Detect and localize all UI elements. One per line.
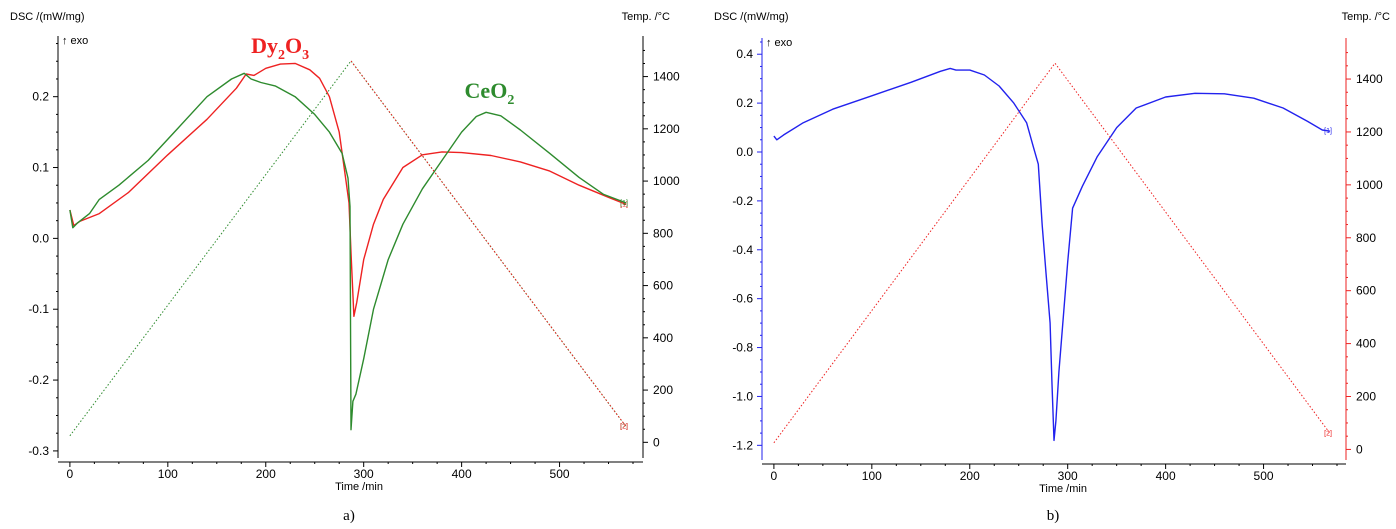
series-end-marker: [1] — [620, 201, 628, 208]
x-axis-title: Time /min — [335, 481, 383, 493]
temperature-series-line — [69, 60, 627, 437]
y-tick-label: -0.4 — [732, 243, 753, 257]
x-tick-label: 500 — [550, 467, 570, 481]
exo-label: ↑ exo — [766, 37, 792, 49]
y2-tick-label: 1400 — [653, 70, 680, 84]
y2-tick-label: 400 — [653, 331, 673, 345]
annotation-part: Dy — [251, 33, 278, 58]
y2-tick-label: 400 — [1356, 337, 1376, 351]
annotation-part: 3 — [302, 48, 309, 63]
y-tick-label: -0.3 — [28, 444, 49, 458]
x-tick-label: 500 — [1254, 469, 1274, 483]
y-tick-label: -0.6 — [732, 292, 753, 306]
dsc-series-line — [773, 67, 1331, 442]
y-tick-label: 0.2 — [736, 96, 753, 110]
series-end-marker: [1] — [1324, 128, 1332, 135]
series-end-marker: [1] — [620, 200, 628, 207]
y2-tick-label: 200 — [653, 383, 673, 397]
y-axis-title: DSC /(mW/mg) — [10, 11, 85, 23]
annotation-part: CeO — [465, 78, 508, 103]
annotation-part: 2 — [278, 48, 285, 63]
panel-label: b) — [1047, 508, 1060, 524]
x-tick-label: 300 — [1058, 469, 1078, 483]
y2-tick-label: 0 — [1356, 442, 1363, 456]
y-tick-label: 0.0 — [736, 145, 753, 159]
dsc-series-line — [69, 72, 627, 431]
y-tick-label: 0.0 — [32, 231, 49, 245]
chart-panel-b: DSC /(mW/mg) ↑ exo Temp. /°C Time /min b) -1.… — [714, 11, 1390, 524]
series-end-marker: [2] — [1324, 431, 1332, 438]
annotation-part: O — [285, 33, 302, 58]
x-tick-label: 300 — [354, 467, 374, 481]
y-tick-label: 0.2 — [32, 90, 49, 104]
y-tick-label: -0.2 — [732, 194, 753, 208]
x-tick-label: 400 — [452, 467, 472, 481]
y2-tick-label: 200 — [1356, 390, 1376, 404]
y-tick-label: 0.1 — [32, 161, 49, 175]
y-tick-label: 0.4 — [736, 47, 753, 61]
y2-tick-label: 1000 — [1356, 178, 1383, 192]
y-tick-label: -0.8 — [732, 341, 753, 355]
x-tick-label: 200 — [256, 467, 276, 481]
y-tick-label: -0.1 — [28, 302, 49, 316]
y2-tick-label: 800 — [653, 226, 673, 240]
temperature-series-line — [350, 60, 627, 427]
x-tick-label: 100 — [862, 469, 882, 483]
y-tick-label: -1.2 — [732, 438, 753, 452]
y2-tick-label: 1200 — [653, 122, 680, 136]
y2-tick-label: 1200 — [1356, 125, 1383, 139]
y2-tick-label: 600 — [653, 279, 673, 293]
series-end-marker: [2] — [620, 424, 628, 431]
series-annotation: CeO2 — [465, 78, 515, 108]
y2-tick-label: 0 — [653, 435, 660, 449]
y2-tick-label: 600 — [1356, 284, 1376, 298]
y2-axis-title: Temp. /°C — [1342, 11, 1390, 23]
x-tick-label: 0 — [771, 469, 778, 483]
y2-axis-title: Temp. /°C — [622, 11, 670, 23]
exo-label: ↑ exo — [62, 35, 88, 47]
panel-label: a) — [343, 508, 355, 524]
chart-panel-a: DSC /(mW/mg) ↑ exo Temp. /°C Time /min a) -0.… — [10, 11, 680, 524]
y2-tick-label: 800 — [1356, 231, 1376, 245]
x-tick-label: 100 — [158, 467, 178, 481]
y-tick-label: -0.2 — [28, 373, 49, 387]
x-axis-title: Time /min — [1039, 483, 1087, 495]
y2-tick-label: 1000 — [653, 174, 680, 188]
x-tick-label: 400 — [1156, 469, 1176, 483]
x-tick-label: 200 — [960, 469, 980, 483]
dsc-series-line — [69, 62, 627, 317]
y-tick-label: -1.0 — [732, 389, 753, 403]
series-annotation: Dy2O3 — [251, 33, 309, 63]
annotation-part: 2 — [507, 93, 514, 108]
y2-tick-label: 1400 — [1356, 72, 1383, 86]
x-tick-label: 0 — [67, 467, 74, 481]
y-axis-title: DSC /(mW/mg) — [714, 11, 789, 23]
series-end-marker: [2] — [620, 424, 628, 431]
